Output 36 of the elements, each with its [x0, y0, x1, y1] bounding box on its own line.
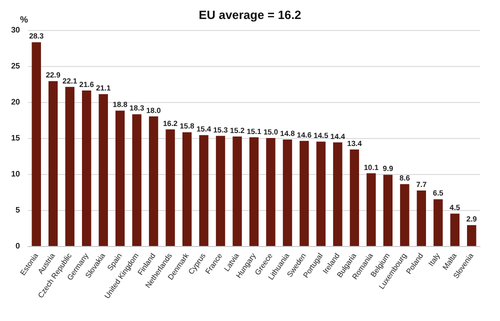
bar: [166, 129, 175, 246]
y-tick-label: 30: [11, 26, 21, 34]
bar: [115, 110, 125, 246]
bar: [82, 90, 92, 246]
bar: [148, 116, 158, 246]
bar: [333, 142, 342, 246]
bar: [98, 94, 108, 246]
y-tick-label: 15: [11, 134, 21, 142]
bar: [232, 136, 242, 246]
y-axis-title: %: [20, 14, 28, 24]
bar: [416, 190, 426, 246]
bar: [132, 114, 142, 246]
bar: [182, 132, 192, 246]
bar: [400, 184, 410, 246]
bar: [450, 214, 460, 246]
y-tick-label: 5: [16, 206, 21, 214]
chart-title: EU average = 16.2: [198, 8, 302, 22]
bar: [316, 142, 326, 246]
bar: [383, 174, 393, 246]
y-tick-label: 10: [11, 170, 21, 178]
y-tick-label: 25: [11, 62, 21, 70]
bar: [48, 81, 58, 246]
bar: [216, 136, 226, 246]
y-tick-label: 0: [16, 242, 21, 250]
bar: [434, 199, 443, 246]
bar: [282, 139, 292, 246]
bar: [199, 135, 208, 246]
bar: [467, 225, 476, 246]
bar: [366, 173, 376, 246]
bar: [249, 137, 259, 246]
bar: [65, 86, 74, 246]
bar: [300, 140, 309, 246]
bar: [350, 150, 360, 246]
bar: [266, 138, 276, 246]
bar: [32, 42, 41, 246]
y-tick-label: 20: [11, 98, 21, 106]
